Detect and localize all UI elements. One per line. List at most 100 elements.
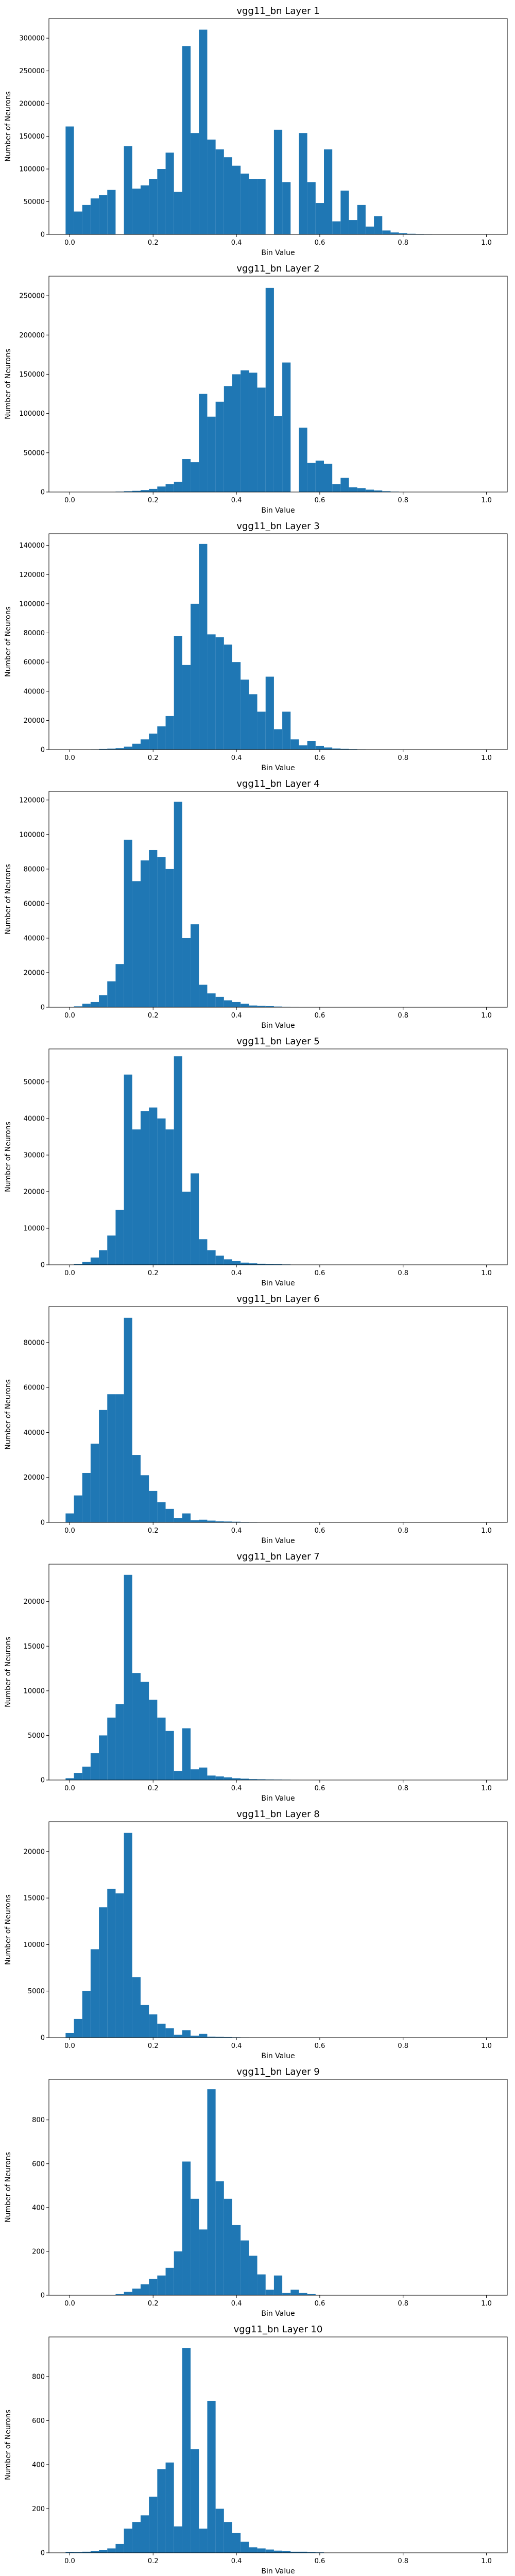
x-tick-label: 0.0 [64, 239, 75, 247]
histogram-bar [307, 2552, 316, 2553]
histogram-bar [215, 401, 224, 492]
y-tick-label: 100000 [19, 831, 45, 839]
y-tick-label: 200 [32, 2248, 45, 2256]
histogram-bar [349, 487, 357, 492]
histogram-bar [199, 544, 208, 750]
histogram-bar [232, 374, 241, 492]
histogram-bar [282, 362, 291, 492]
x-tick-label: 1.0 [481, 754, 492, 762]
x-tick-label: 0.4 [231, 1527, 242, 1535]
histogram-bar [265, 1006, 274, 1007]
histogram-bar [124, 491, 132, 492]
x-tick-label: 0.0 [64, 2300, 75, 2308]
y-tick-label: 600 [32, 2417, 45, 2425]
histogram-bar [165, 869, 174, 1007]
chart-title: vgg11_bn Layer 1 [236, 6, 319, 16]
histogram-bar [182, 46, 191, 234]
x-tick-label: 0.6 [315, 1269, 325, 1277]
histogram-bar [273, 2275, 283, 2295]
x-tick-label: 1.0 [481, 497, 492, 504]
x-tick-label: 0.0 [64, 2557, 75, 2565]
axes-frame [48, 1048, 508, 1265]
x-tick-label: 1.0 [481, 1269, 492, 1277]
y-tick-label: 40000 [24, 688, 45, 696]
histogram-bar [74, 211, 82, 234]
histogram-bar [74, 1264, 82, 1265]
histogram-bar [349, 220, 357, 234]
x-tick-label: 0.4 [231, 1269, 242, 1277]
y-tick-label: 40000 [24, 935, 45, 942]
x-tick-label: 0.4 [231, 1012, 242, 1020]
histogram-bar [215, 149, 224, 234]
histogram-bar [141, 2005, 149, 2038]
histogram-bar [232, 2533, 241, 2553]
histogram-bar [332, 221, 341, 234]
histogram-bar [191, 133, 199, 234]
histogram-bar [174, 1056, 182, 1265]
x-tick-label: 0.6 [315, 1012, 325, 1020]
histogram-bar [141, 860, 149, 1007]
x-axis-label: Bin Value [261, 249, 295, 257]
histogram-bar [182, 2030, 191, 2038]
histogram-bar [224, 1259, 232, 1265]
y-tick-label: 800 [32, 2373, 45, 2381]
histogram-bar [141, 490, 149, 492]
histogram-bar [174, 1771, 182, 1780]
histogram-bar [82, 2551, 91, 2553]
x-tick-label: 0.4 [231, 497, 242, 504]
histogram-bar [215, 2181, 224, 2295]
y-tick-label: 20000 [24, 1474, 45, 1482]
histogram-bar [241, 173, 249, 234]
x-tick-label: 0.4 [231, 2300, 242, 2308]
histogram-bar [149, 2279, 158, 2295]
histogram-bar [99, 1907, 108, 2038]
x-tick-label: 0.2 [148, 2557, 159, 2565]
histogram-bar [390, 232, 399, 234]
y-tick-label: 150000 [19, 371, 45, 379]
histogram-bar [241, 370, 249, 492]
histogram-bar [132, 743, 141, 750]
y-tick-label: 20000 [24, 1598, 45, 1606]
histogram-bar [215, 637, 224, 750]
histogram-bar [299, 745, 307, 750]
y-tick-label: 0 [41, 1262, 45, 1269]
histogram-bar [182, 459, 191, 492]
x-tick-label: 0.2 [148, 1785, 159, 1792]
x-tick-label: 1.0 [481, 2300, 492, 2308]
y-tick-label: 0 [41, 2292, 45, 2300]
histogram-bar [215, 2037, 224, 2038]
histogram-bar [124, 1317, 132, 1522]
chart-title: vgg11_bn Layer 5 [236, 1036, 319, 1047]
y-tick-label: 600 [32, 2160, 45, 2168]
y-tick-label: 60000 [24, 659, 45, 667]
y-tick-label: 0 [41, 1519, 45, 1527]
histogram-bar [141, 1682, 149, 1780]
x-tick-label: 0.2 [148, 1012, 159, 1020]
histogram-bar [165, 1731, 174, 1780]
histogram-bar [199, 985, 208, 1007]
histogram-bar [307, 2294, 316, 2295]
histogram-bar [224, 386, 232, 492]
x-tick-label: 0.4 [231, 1785, 242, 1792]
histogram-bar [207, 1520, 216, 1522]
y-axis-label: Number of Neurons [4, 1122, 12, 1192]
histogram-bar [99, 195, 108, 234]
histogram-bar [290, 2551, 299, 2553]
histogram-bar [90, 1753, 99, 1780]
y-axis-label: Number of Neurons [4, 349, 12, 419]
histogram-bar [90, 2551, 99, 2553]
histogram-bar [157, 1717, 166, 1780]
histogram-bar [332, 484, 341, 492]
histogram-bar [340, 190, 349, 234]
x-axis-label: Bin Value [261, 1794, 295, 1803]
histogram-bar [191, 924, 199, 1007]
histogram-bar [241, 2541, 249, 2553]
x-axis-label: Bin Value [261, 1279, 295, 1287]
x-tick-label: 0.0 [64, 754, 75, 762]
histogram-bar [257, 1006, 266, 1007]
histogram-bar [324, 747, 333, 750]
y-tick-label: 30000 [24, 1151, 45, 1159]
x-axis-label: Bin Value [261, 2310, 295, 2318]
histogram-bar [282, 711, 291, 750]
